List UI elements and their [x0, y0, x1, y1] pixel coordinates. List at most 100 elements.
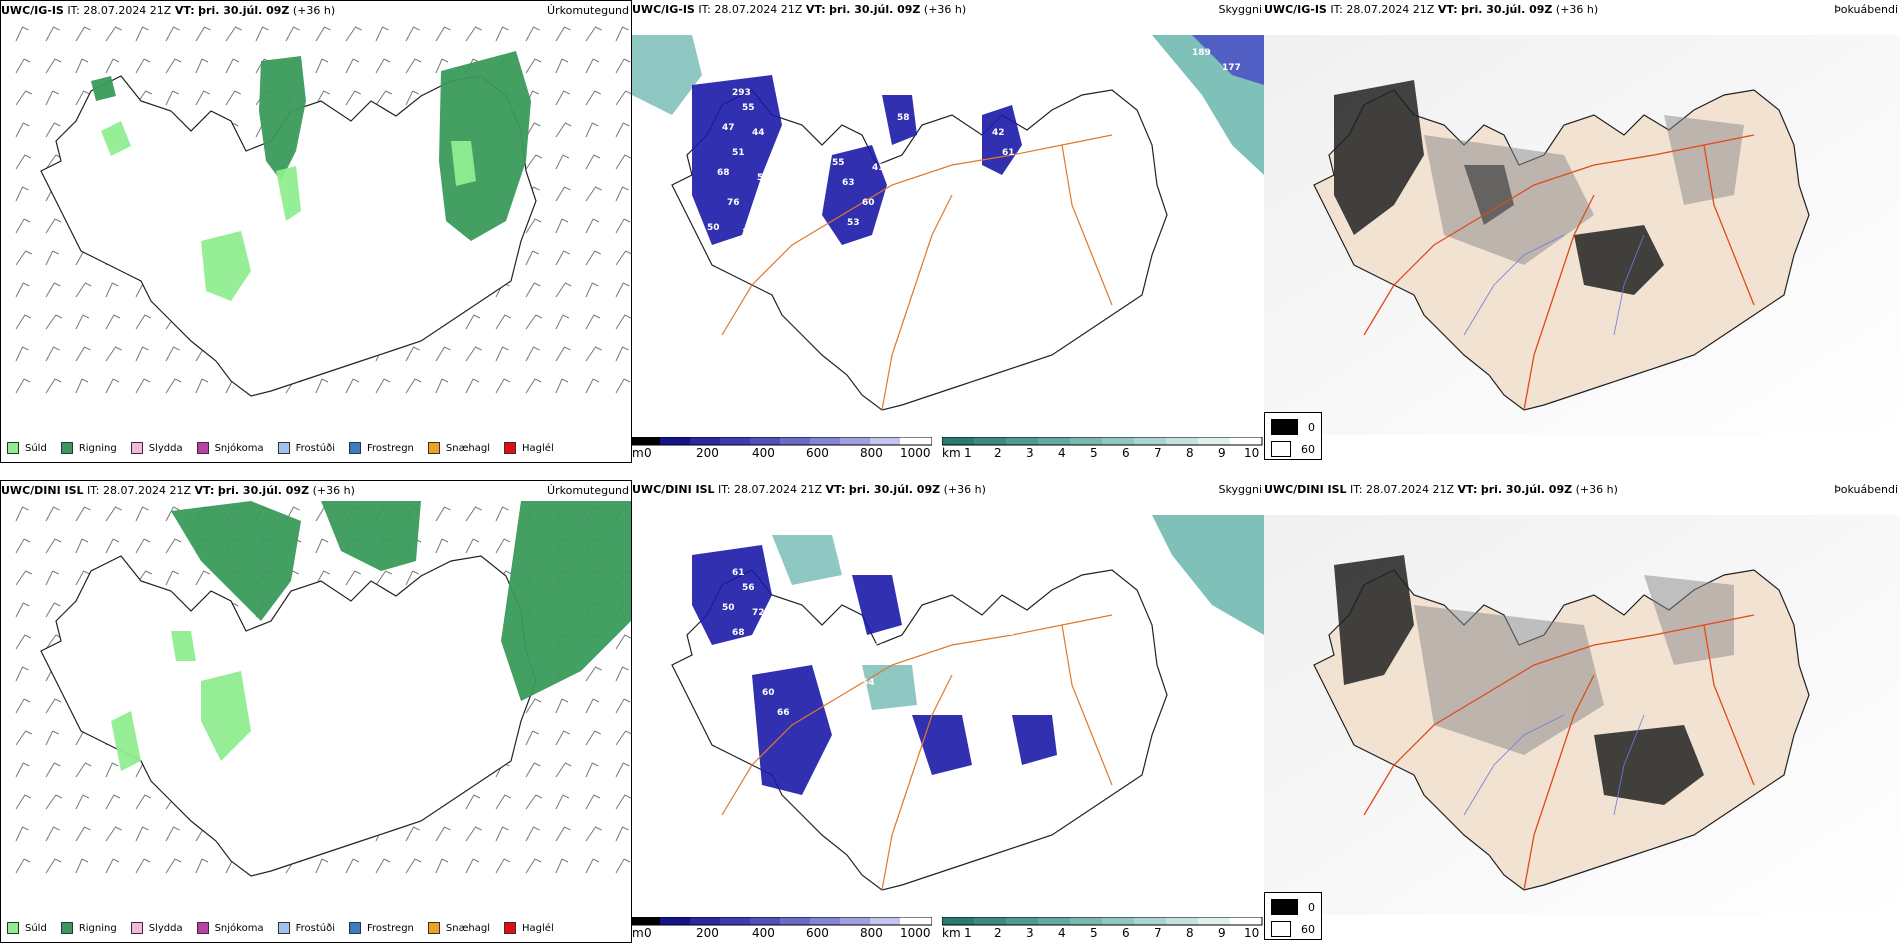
legend-item-0: Súld [7, 442, 47, 454]
panel-title: Úrkomutegund [547, 484, 629, 497]
visibility-panel-top: UWC/IG-IS IT: 28.07.2024 21Z VT: þri. 30… [632, 0, 1264, 463]
cloud-base-label: 47 [727, 678, 740, 688]
vt-value: þri. 30.júl. 09Z [217, 484, 310, 497]
cloud-base-label: 70 [777, 228, 790, 238]
cloud-base-label: 39 [832, 638, 845, 648]
cloud-base-label: 42 [992, 128, 1005, 138]
precip-panel-bottom: UWC/DINI ISL IT: 28.07.2024 21Z VT: þri.… [0, 480, 632, 943]
model-name: UWC/IG-IS [1, 4, 64, 17]
colorbar-m-unit: m [632, 446, 644, 460]
tick: 10 [1244, 926, 1260, 940]
colorbar-km-swatches [942, 437, 1263, 446]
tick: 7 [1154, 446, 1162, 460]
legend-swatch [196, 442, 209, 454]
fog-legend-item: 0 [1271, 899, 1315, 915]
legend-swatch [277, 442, 290, 454]
legend-label: Frostúði [295, 922, 335, 934]
tick: 5 [1090, 926, 1098, 940]
precip-map [15, 26, 631, 397]
legend-swatch [504, 922, 517, 934]
vt-label: VT: [825, 483, 846, 496]
vt-value: þri. 30.júl. 09Z [198, 4, 290, 17]
tick: 1 [964, 446, 972, 460]
tick: 600 [806, 446, 829, 460]
tick: 800 [860, 926, 883, 940]
fog-legend-swatch [1271, 899, 1298, 915]
cloud-base-label: 60 [762, 688, 775, 698]
legend-swatch [130, 442, 143, 454]
legend-swatch [504, 442, 517, 454]
panel-title: Þokuábendi [1834, 483, 1898, 496]
legend-swatch [130, 922, 143, 934]
model-name: UWC/DINI ISL [632, 483, 715, 496]
legend-label: Rigning [78, 442, 117, 454]
tick: 9 [1218, 926, 1226, 940]
tick: 400 [752, 926, 775, 940]
panel-header: UWC/DINI ISL IT: 28.07.2024 21Z VT: þri.… [1, 481, 355, 501]
fog-legend-swatch [1271, 419, 1298, 435]
cloud-base-label: 50 [722, 603, 735, 613]
fog-legend-bottom: 0 60 [1264, 892, 1322, 940]
fog-map [1264, 35, 1900, 435]
legend-label: Haglél [522, 442, 554, 454]
legend-item-1: Rigning [60, 922, 117, 934]
colorbar-km-swatches [942, 917, 1263, 926]
legend-item-2: Slydda [130, 442, 183, 454]
legend-item-7: Haglél [504, 442, 554, 454]
visibility-panel-bottom: UWC/DINI ISL IT: 28.07.2024 21Z VT: þri.… [632, 480, 1264, 943]
legend-label: Snæhagl [445, 442, 491, 454]
cloud-base-label: 51 [732, 148, 745, 158]
model-name: UWC/DINI ISL [1264, 483, 1347, 496]
legend-swatch [277, 922, 290, 934]
cloud-base-label: 51 [842, 658, 855, 668]
cloud-base-label: 68 [732, 628, 745, 638]
fog-legend-item: 0 [1271, 419, 1315, 435]
tick: 1 [964, 926, 972, 940]
tick: 3 [1026, 446, 1034, 460]
colorbar-km-unit: km [942, 446, 961, 460]
cloud-base-label: 53 [847, 698, 860, 708]
fog-legend-item: 60 [1271, 921, 1315, 937]
colorbar-km: km 1 2 3 4 5 6 7 8 9 10 [942, 917, 1264, 943]
legend-swatch [427, 922, 440, 934]
fog-legend-swatch [1271, 921, 1291, 937]
cloud-base-label: 82 [707, 703, 720, 713]
cloud-base-label: 63 [842, 178, 855, 188]
legend-item-4: Frostúði [277, 442, 335, 454]
fog-legend-swatch [1271, 441, 1291, 457]
lead-time: (+36 h) [1575, 483, 1618, 496]
legend-item-0: Súld [7, 922, 47, 934]
legend-item-3: Snjókoma [196, 922, 264, 934]
precip-legend: Súld Rigning Slydda Snjókoma Frostúði Frostre… [1, 437, 554, 459]
cloud-base-label: 293 [732, 88, 751, 98]
colorbar-m-swatches [632, 437, 932, 446]
it-label: IT: [1330, 3, 1343, 16]
legend-item-6: Snæhagl [427, 922, 490, 934]
vt-value: þri. 30.júl. 09Z [1480, 483, 1573, 496]
model-name: UWC/DINI ISL [1, 484, 84, 497]
precip-panel-top: UWC/IG-IS IT: 28.07.2024 21Z VT: þri. 30… [0, 0, 632, 463]
panel-header: UWC/IG-IS IT: 28.07.2024 21Z VT: þri. 30… [1264, 0, 1598, 20]
tick: 1000 [900, 926, 931, 940]
cloud-base-label: 177 [1222, 63, 1241, 73]
cloud-base-label: 56 [742, 583, 755, 593]
cloud-base-label: 76 [727, 198, 740, 208]
tick: 2 [994, 446, 1002, 460]
colorbar-m-swatches [632, 917, 932, 926]
tick: 200 [696, 446, 719, 460]
it-value: 28.07.2024 21Z [714, 3, 803, 16]
tick: 10 [1244, 446, 1260, 460]
panel-header: UWC/IG-IS IT: 28.07.2024 21Z VT: þri. 30… [632, 0, 966, 20]
fog-legend-item: 60 [1271, 441, 1315, 457]
legend-swatch [349, 442, 361, 454]
tick: 200 [696, 926, 719, 940]
legend-label: Súld [25, 442, 47, 454]
tick: 6 [1122, 926, 1130, 940]
tick: 7 [1154, 926, 1162, 940]
cloud-base-label: 93 [1002, 628, 1015, 638]
cloud-base-label: 41 [872, 163, 885, 173]
